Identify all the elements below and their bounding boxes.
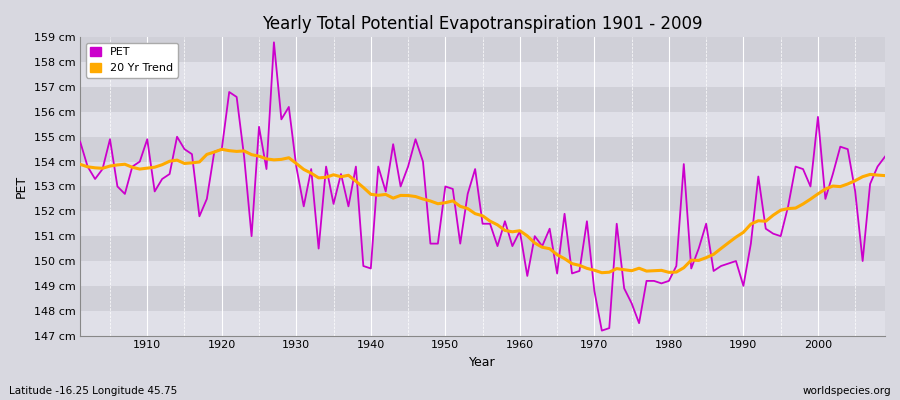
Bar <box>80 162 885 186</box>
Bar <box>80 236 885 261</box>
Bar <box>80 311 885 336</box>
Bar <box>80 286 885 311</box>
X-axis label: Year: Year <box>469 356 496 369</box>
Bar <box>80 186 885 211</box>
Bar <box>80 37 885 62</box>
Bar <box>80 62 885 87</box>
Text: worldspecies.org: worldspecies.org <box>803 386 891 396</box>
Bar <box>80 211 885 236</box>
Text: Latitude -16.25 Longitude 45.75: Latitude -16.25 Longitude 45.75 <box>9 386 177 396</box>
Bar <box>80 87 885 112</box>
Title: Yearly Total Potential Evapotranspiration 1901 - 2009: Yearly Total Potential Evapotranspiratio… <box>262 15 703 33</box>
Bar <box>80 112 885 137</box>
Bar <box>80 261 885 286</box>
Bar <box>80 137 885 162</box>
Legend: PET, 20 Yr Trend: PET, 20 Yr Trend <box>86 43 177 78</box>
Y-axis label: PET: PET <box>15 175 28 198</box>
